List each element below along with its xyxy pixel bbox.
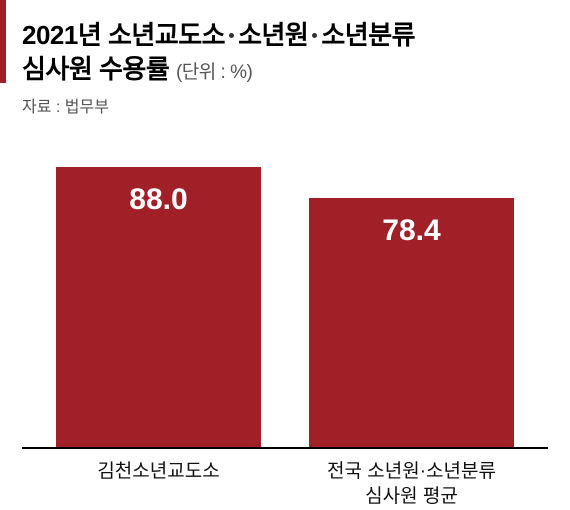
xlabel-line: 전국 소년원·소년분류 (327, 461, 496, 482)
xlabel-line: 김천소년교도소 (97, 461, 219, 482)
title-accent-bar (0, 0, 6, 83)
xlabel-line: 심사원 평균 (365, 486, 458, 507)
bar: 88.0 (56, 167, 261, 449)
title-part-3: 소년분류 (321, 20, 415, 50)
bar-value-label: 88.0 (56, 183, 261, 217)
x-axis-label: 김천소년교도소 (32, 459, 285, 510)
title-part-2: 소년원 (238, 20, 308, 50)
x-axis-labels: 김천소년교도소 전국 소년원·소년분류 심사원 평균 (22, 449, 548, 510)
title-line2: 심사원 수용률 (22, 54, 169, 84)
bar-value-label: 78.4 (309, 214, 514, 248)
x-axis-baseline (22, 447, 548, 449)
bar: 78.4 (309, 198, 514, 449)
chart-source: 자료 : 법무부 (22, 93, 548, 117)
title-unit: (단위 : %) (176, 62, 252, 83)
title-part-1: 2021년 소년교도소 (22, 20, 225, 50)
bar-group: 88.0 78.4 (22, 129, 548, 449)
bar-slot: 88.0 (32, 129, 285, 449)
bar-slot: 78.4 (285, 129, 538, 449)
x-axis-label: 전국 소년원·소년분류 심사원 평균 (285, 459, 538, 510)
separator-dot-icon (312, 33, 317, 38)
chart-container: 2021년 소년교도소 소년원 소년분류 심사원 수용률 (단위 : %) 자료 :… (0, 0, 570, 500)
separator-dot-icon (229, 33, 234, 38)
chart-title: 2021년 소년교도소 소년원 소년분류 심사원 수용률 (단위 : %) (22, 18, 548, 87)
chart-plot-area: 88.0 78.4 (22, 129, 548, 449)
